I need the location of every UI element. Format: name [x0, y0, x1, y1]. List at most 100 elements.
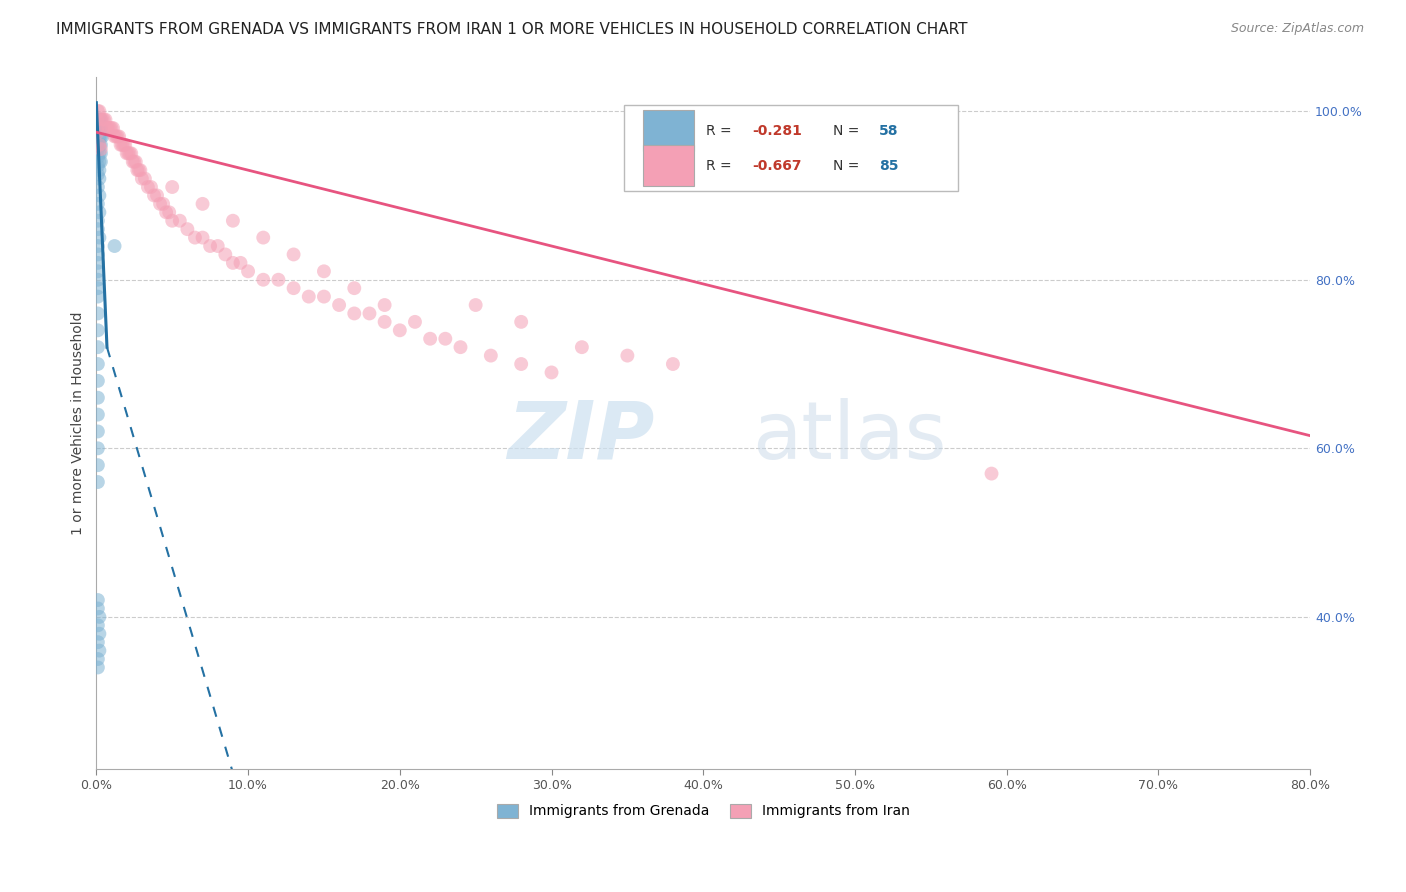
Point: [87, 222, 110, 236]
Point: [87, 247, 110, 261]
Point: [87, 125, 110, 139]
Point: [98, 121, 121, 136]
Point: [312, 264, 335, 278]
Point: [89, 205, 111, 219]
Text: atlas: atlas: [752, 398, 946, 475]
Text: N =: N =: [834, 159, 863, 173]
Point: [87, 142, 110, 156]
Point: [101, 121, 124, 136]
Point: [434, 332, 457, 346]
Point: [93, 112, 115, 127]
Point: [87, 652, 110, 666]
Text: Source: ZipAtlas.com: Source: ZipAtlas.com: [1230, 22, 1364, 36]
Point: [236, 264, 259, 278]
Point: [91, 129, 114, 144]
Point: [87, 442, 110, 456]
Point: [87, 660, 110, 674]
Point: [87, 601, 110, 615]
Point: [103, 129, 125, 144]
Point: [87, 125, 110, 139]
Point: [103, 239, 125, 253]
Point: [87, 374, 110, 388]
Point: [464, 298, 486, 312]
Point: [91, 112, 114, 127]
Point: [252, 230, 274, 244]
Y-axis label: 1 or more Vehicles in Household: 1 or more Vehicles in Household: [72, 311, 86, 535]
Point: [283, 247, 305, 261]
Point: [89, 230, 111, 244]
FancyBboxPatch shape: [624, 105, 957, 192]
Point: [89, 163, 111, 178]
Point: [87, 635, 110, 649]
Point: [184, 230, 207, 244]
Point: [87, 281, 110, 295]
Point: [176, 222, 198, 236]
Text: R =: R =: [706, 159, 735, 173]
Point: [89, 626, 111, 640]
Point: [87, 159, 110, 173]
Point: [112, 137, 135, 152]
Point: [359, 306, 381, 320]
Point: [87, 180, 110, 194]
Point: [312, 290, 335, 304]
Point: [89, 171, 111, 186]
Point: [191, 230, 214, 244]
FancyBboxPatch shape: [643, 145, 693, 186]
Point: [540, 366, 562, 380]
Point: [191, 197, 214, 211]
Point: [87, 408, 110, 422]
Point: [87, 357, 110, 371]
Point: [120, 146, 142, 161]
Point: [111, 137, 134, 152]
Point: [404, 315, 426, 329]
Point: [134, 171, 156, 186]
Point: [510, 357, 533, 371]
Point: [222, 256, 245, 270]
Point: [229, 256, 252, 270]
Point: [87, 323, 110, 337]
Point: [479, 349, 502, 363]
Point: [157, 205, 180, 219]
Point: [87, 391, 110, 405]
Point: [662, 357, 685, 371]
Point: [980, 467, 1002, 481]
Point: [87, 475, 110, 489]
Point: [129, 163, 152, 178]
Point: [107, 129, 129, 144]
Point: [198, 239, 221, 253]
Point: [105, 129, 128, 144]
Point: [127, 163, 149, 178]
Point: [89, 104, 111, 119]
Point: [89, 129, 111, 144]
Point: [117, 146, 139, 161]
Point: [450, 340, 472, 354]
Point: [110, 137, 132, 152]
Point: [89, 112, 111, 127]
Point: [146, 188, 169, 202]
Point: [115, 146, 138, 161]
Point: [87, 112, 110, 127]
Point: [89, 137, 111, 152]
Point: [89, 121, 111, 136]
Point: [90, 112, 112, 127]
Point: [124, 154, 146, 169]
Point: [160, 180, 183, 194]
Point: [87, 425, 110, 439]
Point: [90, 154, 112, 169]
Point: [616, 349, 638, 363]
Point: [87, 239, 110, 253]
Point: [90, 142, 112, 156]
Point: [89, 137, 111, 152]
Point: [160, 213, 183, 227]
Point: [87, 151, 110, 165]
Text: ZIP: ZIP: [508, 398, 655, 475]
Point: [87, 593, 110, 607]
Point: [267, 273, 290, 287]
Point: [87, 167, 110, 181]
Point: [90, 137, 112, 152]
Text: R =: R =: [706, 124, 735, 137]
Point: [252, 273, 274, 287]
Point: [97, 121, 120, 136]
Point: [87, 618, 110, 632]
Point: [388, 323, 411, 337]
